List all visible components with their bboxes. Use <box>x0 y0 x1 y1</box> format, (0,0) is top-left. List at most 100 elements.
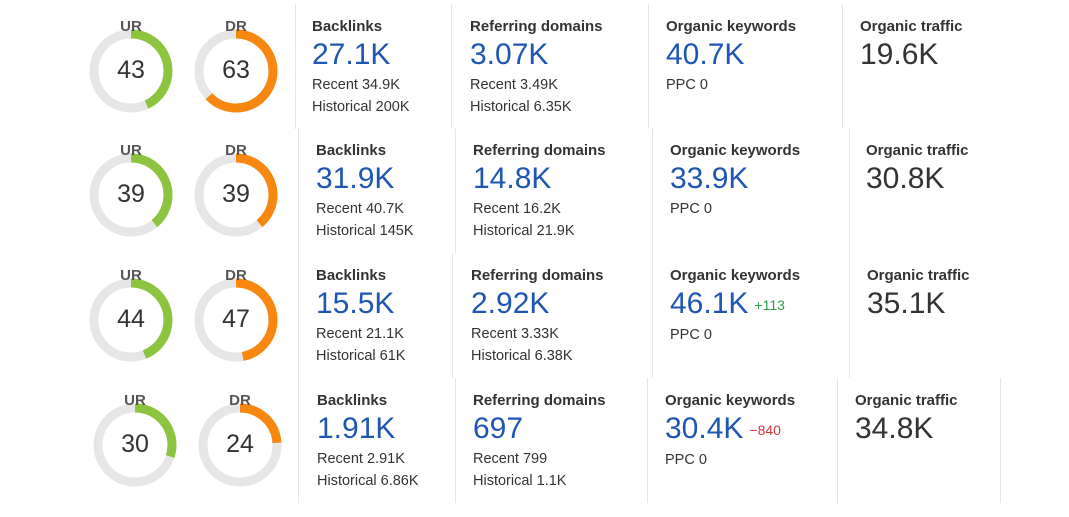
column-divider <box>1000 378 1001 503</box>
backlinks-historical[interactable]: Historical 6.86K <box>317 473 419 489</box>
organic-traffic-metric: Organic traffic 34.8K <box>855 392 958 446</box>
dr-gauge[interactable]: 63 <box>193 28 279 114</box>
referring-domains-recent[interactable]: Recent 16.2K <box>473 201 561 217</box>
backlinks-historical[interactable]: Historical 61K <box>316 348 406 364</box>
organic-keywords-metric: Organic keywords 46.1K +113 PPC 0 <box>670 267 800 346</box>
organic-traffic-value[interactable]: 34.8K <box>855 412 934 445</box>
referring-domains-value[interactable]: 2.92K <box>471 287 550 320</box>
referring-domains-metric: Referring domains 14.8K Recent 16.2K Histor… <box>473 142 606 242</box>
organic-keywords-value-line: 33.9K <box>670 162 800 196</box>
organic-keywords-delta: −840 <box>749 422 781 438</box>
referring-domains-metric: Referring domains 3.07K Recent 3.49K Histor… <box>470 18 603 118</box>
backlinks-value[interactable]: 1.91K <box>317 412 396 445</box>
referring-domains-value[interactable]: 697 <box>473 412 524 445</box>
column-divider <box>298 253 299 378</box>
column-divider <box>647 378 648 503</box>
organic-keywords-value[interactable]: 46.1K <box>670 287 749 320</box>
ur-gauge[interactable]: 30 <box>92 402 178 488</box>
organic-traffic-title: Organic traffic <box>855 392 958 409</box>
organic-keywords-metric: Organic keywords 33.9K PPC 0 <box>670 142 800 220</box>
backlinks-recent[interactable]: Recent 34.9K <box>312 77 400 93</box>
organic-keywords-title: Organic keywords <box>670 142 801 159</box>
referring-domains-title: Referring domains <box>471 267 604 284</box>
dr-value: 39 <box>222 180 250 208</box>
organic-traffic-metric: Organic traffic 35.1K <box>867 267 970 321</box>
column-divider <box>652 253 653 378</box>
ur-label: UR <box>120 142 142 159</box>
ur-label: UR <box>124 392 146 409</box>
backlinks-value[interactable]: 31.9K <box>316 162 395 195</box>
organic-keywords-value[interactable]: 30.4K <box>665 412 744 445</box>
dr-gauge-ring <box>194 153 278 237</box>
dr-gauge-ring <box>198 403 282 487</box>
referring-domains-recent[interactable]: Recent 799 <box>473 451 548 467</box>
ur-gauge[interactable]: 39 <box>88 152 174 238</box>
organic-keywords-delta: +113 <box>754 297 785 313</box>
organic-keywords-value-line: 30.4K −840 <box>665 412 795 447</box>
ur-gauge-ring <box>89 29 173 113</box>
backlinks-recent[interactable]: Recent 2.91K <box>317 451 405 467</box>
column-divider <box>842 4 843 129</box>
referring-domains-value[interactable]: 3.07K <box>470 38 549 71</box>
referring-domains-historical[interactable]: Historical 6.35K <box>470 99 572 115</box>
column-divider <box>298 378 299 503</box>
referring-domains-title: Referring domains <box>473 392 606 409</box>
column-divider <box>451 4 452 129</box>
dr-gauge-arc <box>194 278 278 362</box>
column-divider <box>849 128 850 253</box>
organic-traffic-value[interactable]: 19.6K <box>860 38 939 71</box>
backlinks-metric: Backlinks 27.1K Recent 34.9K Historical 200… <box>312 18 410 118</box>
organic-keywords-metric: Organic keywords 30.4K −840 PPC 0 <box>665 392 795 471</box>
organic-traffic-title: Organic traffic <box>866 142 969 159</box>
dr-gauge-arc <box>198 403 282 487</box>
metrics-row: 43 UR 63 DR Backlinks 27.1K Recent 34.9K Histor… <box>0 4 1069 129</box>
organic-keywords-title: Organic keywords <box>670 267 801 284</box>
dr-gauge[interactable]: 24 <box>197 402 283 488</box>
ur-value: 43 <box>117 56 145 84</box>
backlinks-metric: Backlinks 15.5K Recent 21.1K Historical 61K <box>316 267 405 367</box>
organic-keywords-value-line: 40.7K <box>666 38 796 72</box>
backlinks-historical[interactable]: Historical 200K <box>312 99 410 115</box>
backlinks-historical[interactable]: Historical 145K <box>316 223 414 239</box>
ur-gauge-ring <box>89 153 173 237</box>
dr-gauge[interactable]: 39 <box>193 152 279 238</box>
organic-keywords-value[interactable]: 40.7K <box>666 38 745 71</box>
referring-domains-value[interactable]: 14.8K <box>473 162 552 195</box>
backlinks-title: Backlinks <box>316 267 387 284</box>
organic-keywords-value[interactable]: 33.9K <box>670 162 749 195</box>
backlinks-value[interactable]: 27.1K <box>312 38 391 71</box>
referring-domains-metric: Referring domains 697 Recent 799 Historical… <box>473 392 606 492</box>
backlinks-title: Backlinks <box>312 18 383 35</box>
column-divider <box>837 378 838 503</box>
column-divider <box>455 128 456 253</box>
metrics-row: 39 UR 39 DR Backlinks 31.9K Recent 40.7K Histor… <box>0 128 1069 253</box>
backlinks-recent[interactable]: Recent 40.7K <box>316 201 404 217</box>
referring-domains-historical[interactable]: Historical 6.38K <box>471 348 573 364</box>
referring-domains-recent[interactable]: Recent 3.49K <box>470 77 558 93</box>
organic-traffic-title: Organic traffic <box>867 267 970 284</box>
organic-traffic-value[interactable]: 30.8K <box>866 162 945 195</box>
ur-gauge-ring <box>89 278 173 362</box>
backlinks-metric: Backlinks 1.91K Recent 2.91K Historical 6.8… <box>317 392 419 492</box>
dr-gauge-ring <box>194 278 278 362</box>
backlinks-recent[interactable]: Recent 21.1K <box>316 326 404 342</box>
dr-label: DR <box>225 18 247 35</box>
backlinks-value[interactable]: 15.5K <box>316 287 395 320</box>
ur-gauge-arc <box>89 153 173 237</box>
ur-gauge-arc <box>89 278 173 362</box>
dr-gauge[interactable]: 47 <box>193 277 279 363</box>
ur-label: UR <box>120 18 142 35</box>
referring-domains-historical[interactable]: Historical 1.1K <box>473 473 567 489</box>
ur-gauge[interactable]: 43 <box>88 28 174 114</box>
organic-keywords-title: Organic keywords <box>665 392 796 409</box>
column-divider <box>648 4 649 129</box>
organic-traffic-value[interactable]: 35.1K <box>867 287 946 320</box>
referring-domains-recent[interactable]: Recent 3.33K <box>471 326 559 342</box>
organic-keywords-value-line: 46.1K +113 <box>670 287 800 322</box>
backlinks-title: Backlinks <box>316 142 387 159</box>
backlinks-metric: Backlinks 31.9K Recent 40.7K Historical 145… <box>316 142 414 242</box>
referring-domains-historical[interactable]: Historical 21.9K <box>473 223 575 239</box>
ur-gauge[interactable]: 44 <box>88 277 174 363</box>
organic-keywords-title: Organic keywords <box>666 18 797 35</box>
dr-label: DR <box>229 392 251 409</box>
